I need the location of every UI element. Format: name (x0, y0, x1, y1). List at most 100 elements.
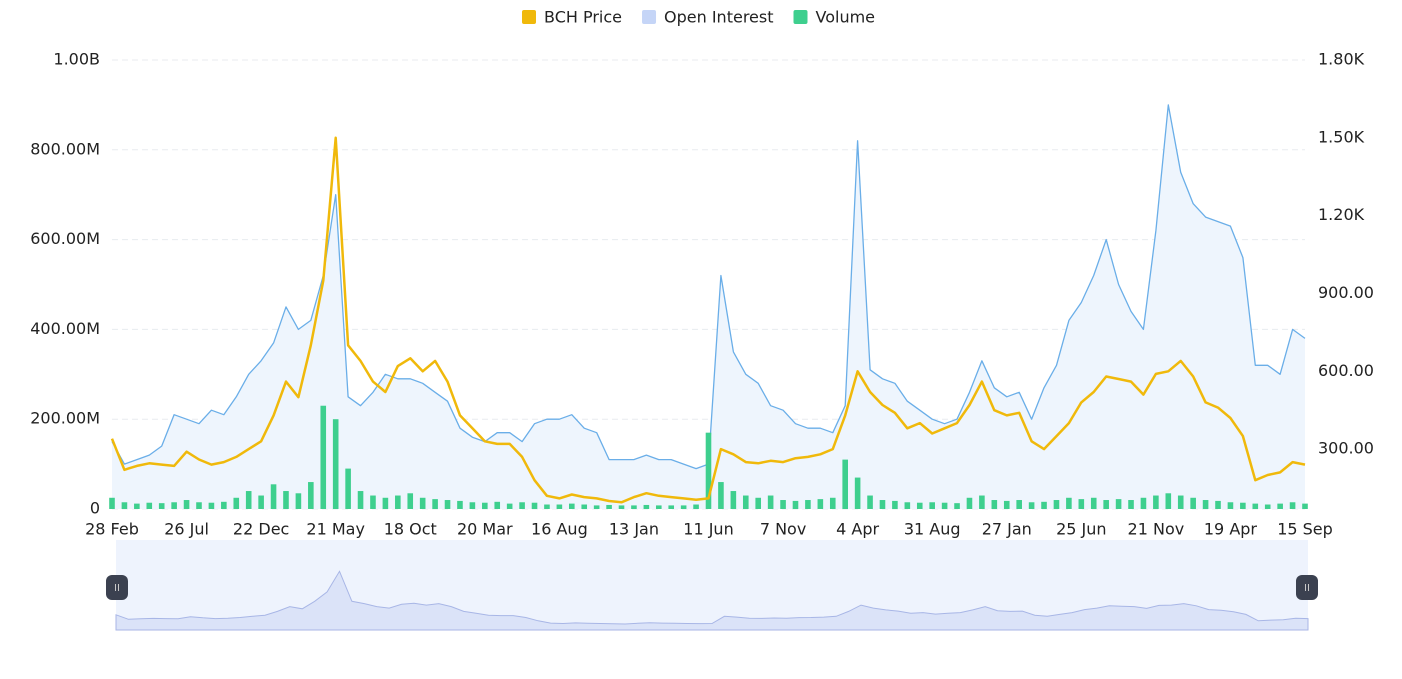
volume-bar (1252, 503, 1259, 509)
volume-bar (854, 477, 861, 509)
x-tick-label: 26 Jul (164, 520, 209, 539)
volume-bar (109, 497, 115, 509)
volume-bar (569, 503, 575, 509)
navigator-handle[interactable] (1296, 575, 1318, 600)
volume-bar (395, 495, 401, 509)
x-tick-label: 13 Jan (609, 520, 659, 539)
x-tick-label: 11 Jun (683, 520, 733, 539)
volume-bar (158, 503, 165, 509)
volume-bar (879, 500, 886, 509)
volume-bar (308, 482, 314, 509)
volume-bar (1227, 502, 1234, 509)
volume-bar (581, 504, 588, 509)
volume-bar (1090, 497, 1097, 509)
volume-bar (233, 497, 240, 509)
volume-bar (556, 504, 563, 509)
volume-bar (1103, 500, 1109, 509)
volume-bar (258, 495, 264, 509)
volume-bar (916, 502, 923, 509)
volume-bar (1190, 497, 1196, 509)
x-tick-label: 27 Jan (982, 520, 1032, 539)
legend-label: Volume (816, 8, 876, 27)
volume-bar (941, 502, 948, 509)
x-tick-label: 31 Aug (904, 520, 961, 539)
x-tick-label: 18 Oct (384, 520, 437, 539)
volume-bar (730, 491, 737, 509)
volume-bar (1277, 503, 1283, 509)
volume-bar (121, 502, 128, 509)
x-tick-label: 28 Feb (85, 520, 139, 539)
volume-bar (270, 484, 277, 509)
volume-bar (1028, 502, 1035, 509)
volume-bar (506, 503, 513, 509)
y-tick-label: 1.00B (53, 50, 100, 69)
volume-bar (867, 495, 873, 509)
x-tick-label: 21 May (306, 520, 365, 539)
volume-bar (221, 501, 227, 509)
volume-bar (432, 499, 438, 509)
volume-bar (494, 501, 501, 509)
navigator-handle[interactable] (106, 575, 128, 600)
volume-bar (991, 500, 998, 509)
volume-bar (1215, 500, 1221, 509)
x-tick-label: 15 Sep (1277, 520, 1333, 539)
volume-bar (805, 500, 811, 509)
volume-bar (593, 505, 600, 509)
handle-grip: II (1304, 583, 1310, 594)
legend-swatch (522, 10, 536, 24)
volume-bar (1115, 499, 1122, 509)
volume-bar (1140, 497, 1147, 509)
volume-bar (705, 432, 712, 509)
volume-bar (780, 500, 786, 509)
volume-bar (134, 503, 140, 509)
volume-bar (755, 497, 762, 509)
volume-bar (370, 495, 376, 509)
volume-bar (742, 495, 749, 509)
volume-bar (320, 405, 327, 509)
volume-bar (929, 502, 935, 509)
volume-bar (482, 502, 488, 509)
volume-bar (345, 468, 351, 509)
volume-bar (419, 497, 426, 509)
y-tick-label: 600.00M (30, 229, 100, 248)
y-tick-label: 800.00M (30, 139, 100, 158)
volume-bar (469, 502, 476, 509)
y2-tick-label: 1.20K (1318, 205, 1365, 224)
volume-bar (457, 500, 463, 509)
volume-bar (979, 495, 985, 509)
volume-bar (829, 497, 836, 509)
volume-bar (767, 495, 774, 509)
volume-bar (1041, 501, 1047, 509)
volume-bar (332, 419, 339, 509)
x-tick-label: 21 Nov (1128, 520, 1185, 539)
volume-bar (643, 504, 650, 509)
volume-bar (208, 502, 215, 509)
volume-bar (718, 482, 724, 509)
volume-bar (892, 500, 898, 509)
line (110, 136, 1306, 504)
x-tick-label: 22 Dec (233, 520, 289, 539)
volume-bar (1003, 500, 1010, 509)
x-tick-label: 16 Aug (531, 520, 588, 539)
y2-tick-label: 900.00 (1318, 283, 1374, 302)
volume-bar (1240, 502, 1246, 509)
navigator-area (115, 570, 1309, 631)
volume-bar (668, 505, 675, 509)
volume-bar (817, 499, 824, 509)
volume-bar (444, 500, 451, 509)
volume-bar (1053, 500, 1060, 509)
volume-bar (531, 502, 538, 509)
volume-bar (655, 505, 662, 509)
x-tick-label: 4 Apr (836, 520, 879, 539)
volume-bar (693, 504, 699, 509)
volume-bar (1264, 504, 1271, 509)
area (112, 104, 1305, 510)
volume-bar (357, 491, 364, 509)
volume-bar (1165, 493, 1172, 509)
volume-bar (680, 505, 687, 509)
y-tick-label: 0 (90, 499, 100, 518)
legend: BCH Price Open Interest Volume (522, 8, 875, 27)
y-tick-label: 400.00M (30, 319, 100, 338)
volume-bar (1066, 497, 1072, 509)
